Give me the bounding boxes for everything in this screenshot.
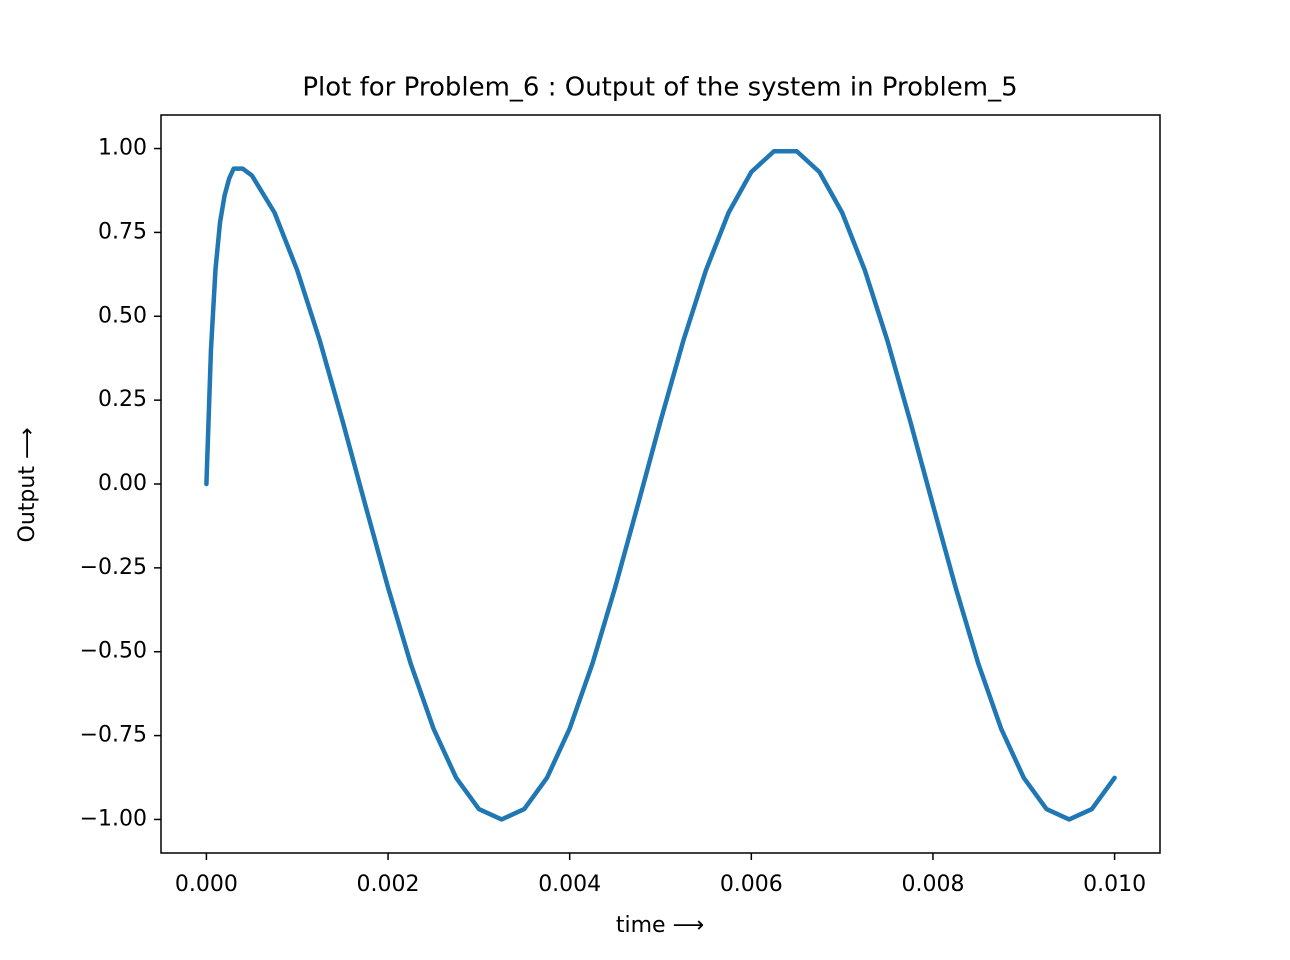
- x-tick-label: 0.010: [1083, 872, 1146, 897]
- y-tick-label: 0.25: [98, 387, 147, 412]
- y-tick-label: −0.25: [80, 555, 147, 580]
- y-tick-label: −0.50: [80, 639, 147, 664]
- y-axis-label: Output ⟶: [15, 428, 40, 543]
- y-tick-label: 0.75: [98, 219, 147, 244]
- y-tick-label: −1.00: [80, 806, 147, 831]
- y-tick-label: 0.00: [98, 471, 147, 496]
- x-tick-label: 0.006: [720, 872, 783, 897]
- x-tick-label: 0.000: [175, 872, 238, 897]
- data-line: [204, 148, 1117, 822]
- x-tick-label: 0.002: [357, 872, 420, 897]
- y-tick-label: 0.50: [98, 303, 147, 328]
- x-tick-label: 0.004: [538, 872, 601, 897]
- plot-frame: [160, 114, 1161, 854]
- y-tick-label: 1.00: [98, 136, 147, 161]
- x-tick-label: 0.008: [901, 872, 964, 897]
- chart-title: Plot for Problem_6 : Output of the syste…: [302, 73, 1017, 103]
- y-tick-label: −0.75: [80, 723, 147, 748]
- x-axis-label: time ⟶: [616, 913, 704, 938]
